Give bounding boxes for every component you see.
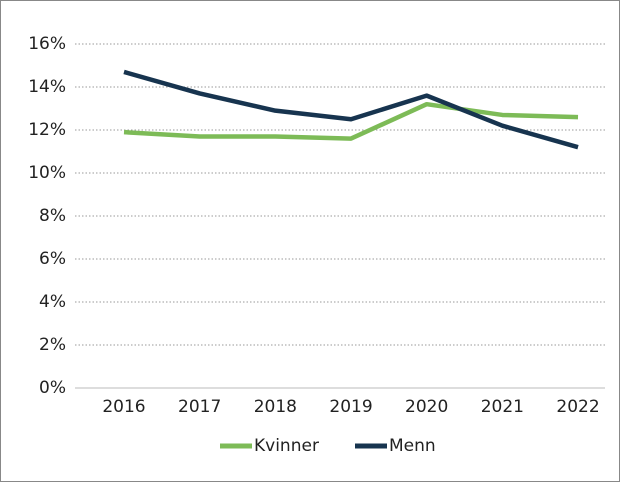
y-tick-label: 6%	[39, 249, 66, 269]
legend-label: Kvinner	[254, 436, 319, 456]
x-tick-label: 2022	[556, 397, 599, 417]
y-tick-label: 8%	[39, 206, 66, 226]
y-tick-label: 16%	[28, 34, 66, 54]
line-series	[123, 69, 579, 150]
line-series	[123, 101, 579, 141]
x-tick-label: 2018	[254, 397, 297, 417]
y-tick-label: 0%	[39, 378, 66, 398]
legend-label: Menn	[389, 436, 436, 456]
x-tick-label: 2016	[102, 397, 145, 417]
x-tick-label: 2021	[481, 397, 524, 417]
y-tick-label: 10%	[28, 163, 66, 183]
x-tick-label: 2020	[405, 397, 448, 417]
x-tick-label: 2019	[329, 397, 372, 417]
y-tick-label: 14%	[28, 77, 66, 97]
y-tick-label: 12%	[28, 120, 66, 140]
y-tick-label: 4%	[39, 292, 66, 312]
y-tick-label: 2%	[39, 335, 66, 355]
x-tick-label: 2017	[178, 397, 221, 417]
